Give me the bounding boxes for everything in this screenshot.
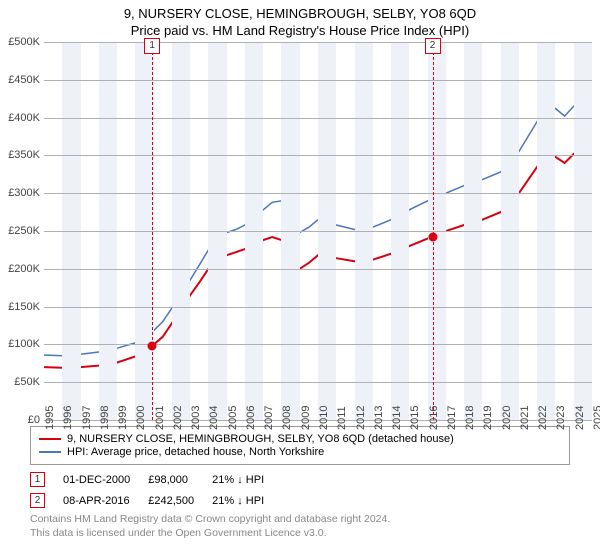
gridline — [44, 193, 592, 194]
gridline — [44, 382, 592, 383]
gridline — [44, 155, 592, 156]
x-axis-label: 2011 — [336, 406, 348, 430]
sale-date: 08-APR-2016 — [63, 490, 148, 511]
legend-box: 9, NURSERY CLOSE, HEMINGBROUGH, SELBY, Y… — [30, 426, 570, 465]
legend-swatch — [39, 451, 61, 453]
x-axis-label: 1996 — [62, 406, 74, 430]
x-axis-label: 2008 — [281, 406, 293, 430]
footer-text: Contains HM Land Registry data © Crown c… — [30, 513, 570, 540]
x-axis-label: 2019 — [482, 406, 494, 430]
x-axis-label: 2003 — [190, 406, 202, 430]
sale-marker-box: 1 — [144, 38, 160, 54]
x-axis-label: 2024 — [574, 406, 586, 430]
x-axis-label: 1997 — [81, 406, 93, 430]
x-axis-label: 2001 — [154, 406, 166, 430]
x-axis-label: 2010 — [318, 406, 330, 430]
y-axis-label: £350K — [8, 149, 40, 161]
y-axis-label: £200K — [8, 263, 40, 275]
sale-delta: 21% ↓ HPI — [212, 469, 282, 490]
sales-table: 1 01-DEC-2000£98,00021% ↓ HPI 2 08-APR-2016… — [30, 469, 570, 511]
legend-label: 9, NURSERY CLOSE, HEMINGBROUGH, SELBY, Y… — [67, 433, 454, 445]
sale-point — [428, 232, 437, 241]
y-axis-label: £400K — [8, 112, 40, 124]
chart-title: 9, NURSERY CLOSE, HEMINGBROUGH, SELBY, Y… — [0, 0, 600, 21]
x-axis-label: 2007 — [263, 406, 275, 430]
sale-marker-line — [152, 42, 153, 420]
x-axis-label: 2018 — [464, 406, 476, 430]
sale-row: 1 01-DEC-2000£98,00021% ↓ HPI — [30, 469, 282, 490]
x-axis-label: 1999 — [117, 406, 129, 430]
y-axis-label: £0 — [28, 414, 40, 426]
sale-price: £98,000 — [148, 469, 212, 490]
x-axis-label: 1998 — [99, 406, 111, 430]
gridline — [44, 118, 592, 119]
x-axis-label: 2009 — [300, 406, 312, 430]
x-axis-label: 2020 — [501, 406, 513, 430]
x-axis-label: 2022 — [537, 406, 549, 430]
legend-swatch — [39, 438, 61, 440]
y-axis-label: £250K — [8, 225, 40, 237]
x-axis-label: 2014 — [391, 406, 403, 430]
gridline — [44, 307, 592, 308]
gridline — [44, 80, 592, 81]
sale-price: £242,500 — [148, 490, 212, 511]
x-axis-label: 2000 — [135, 406, 147, 430]
sale-delta: 21% ↓ HPI — [212, 490, 282, 511]
sale-index-box: 2 — [30, 493, 45, 508]
footer-line-2: This data is licensed under the Open Gov… — [30, 527, 570, 541]
x-axis-label: 2004 — [208, 406, 220, 430]
x-axis-label: 2005 — [227, 406, 239, 430]
footer-line-1: Contains HM Land Registry data © Crown c… — [30, 513, 570, 527]
gridline — [44, 344, 592, 345]
sale-marker-box: 2 — [425, 38, 441, 54]
chart-subtitle: Price paid vs. HM Land Registry's House … — [0, 21, 600, 42]
x-axis-label: 2012 — [355, 406, 367, 430]
y-axis-label: £500K — [8, 36, 40, 48]
legend-row: HPI: Average price, detached house, Nort… — [39, 446, 561, 458]
y-axis-label: £50K — [14, 376, 40, 388]
y-axis-label: £450K — [8, 74, 40, 86]
x-axis-label: 2025 — [592, 406, 600, 430]
y-axis-label: £150K — [8, 301, 40, 313]
x-axis-label: 2021 — [519, 406, 531, 430]
sale-marker-line — [433, 42, 434, 420]
legend-row: 9, NURSERY CLOSE, HEMINGBROUGH, SELBY, Y… — [39, 433, 561, 445]
gridline — [44, 231, 592, 232]
y-axis-label: £100K — [8, 338, 40, 350]
y-axis-label: £300K — [8, 187, 40, 199]
x-axis-label: 2013 — [373, 406, 385, 430]
sale-point — [148, 341, 157, 350]
x-axis-label: 2023 — [555, 406, 567, 430]
gridline — [44, 42, 592, 43]
x-axis-label: 2002 — [172, 406, 184, 430]
plot-area: £0£50K£100K£150K£200K£250K£300K£350K£400… — [44, 42, 592, 420]
sale-row: 2 08-APR-2016£242,50021% ↓ HPI — [30, 490, 282, 511]
gridline — [44, 269, 592, 270]
x-axis-label: 2016 — [428, 406, 440, 430]
x-axis-label: 2006 — [245, 406, 257, 430]
sale-date: 01-DEC-2000 — [63, 469, 148, 490]
legend-label: HPI: Average price, detached house, Nort… — [67, 446, 324, 458]
x-axis-label: 2015 — [409, 406, 421, 430]
x-axis-label: 1995 — [44, 406, 56, 430]
x-axis-label: 2017 — [446, 406, 458, 430]
sale-index-box: 1 — [30, 472, 45, 487]
